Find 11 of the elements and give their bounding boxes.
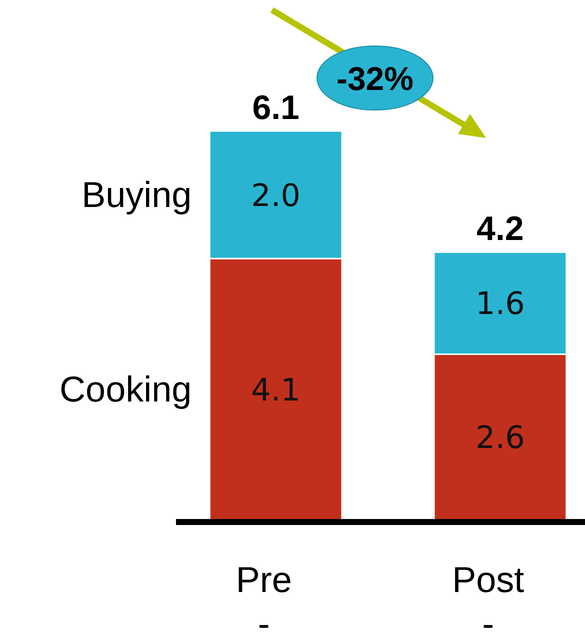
data-label: 2.6 bbox=[476, 420, 525, 456]
total-label: 4.2 bbox=[476, 210, 524, 248]
total-label: 6.1 bbox=[252, 89, 300, 127]
text: -32% bbox=[336, 60, 414, 97]
series-label: Buying bbox=[82, 174, 192, 215]
x-tick-label: Post - bbox=[452, 559, 524, 639]
data-label: 1.6 bbox=[476, 286, 525, 322]
series-label: Cooking bbox=[60, 368, 192, 410]
data-label: 4.1 bbox=[251, 372, 300, 408]
x-tick-label: Pre - bbox=[236, 559, 292, 639]
data-label: 2.0 bbox=[251, 178, 300, 214]
